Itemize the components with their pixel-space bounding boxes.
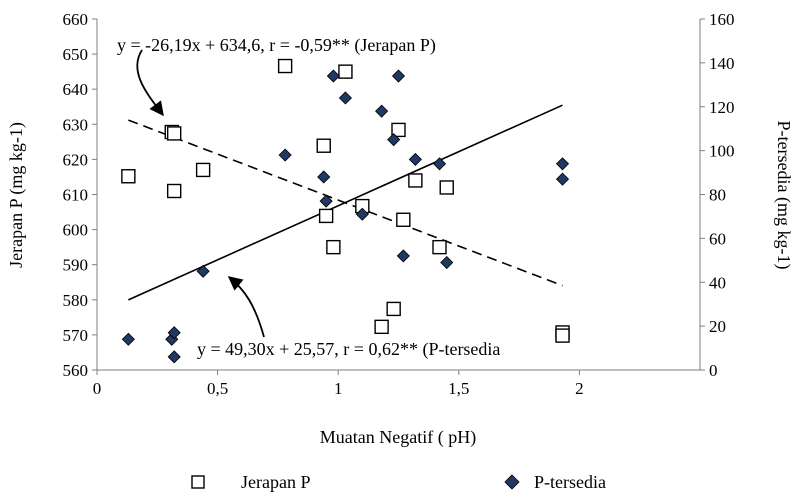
jerapan-point [374,319,389,335]
jerapan-point [166,183,182,199]
jerapan-point [326,239,341,255]
ptersedia-point [387,133,401,147]
ptersedia-point [555,172,570,186]
jerapan-point [121,169,136,184]
x-tick-label: 2 [575,379,584,398]
y-right-tick-label: 60 [709,229,726,248]
jerapan-point [391,122,406,138]
x-tick-label: 0 [93,379,102,398]
jerapan-point [338,64,353,79]
legend-label-jerapan: Jerapan P [241,472,310,492]
ptersedia-point [278,148,292,162]
y-left-tick-label: 580 [63,291,89,310]
y-right-tick-label: 40 [709,273,726,292]
x-tick-label: 1,5 [448,379,469,398]
y-right-tick-label: 160 [709,10,735,29]
y-right-tick-label: 120 [709,98,735,117]
ptersedia-point [338,91,353,105]
y-left-tick-label: 600 [63,221,89,240]
y-right-tick-label: 80 [709,186,726,205]
ptersedia-point [408,152,422,166]
legend-swatch-ptersedia [504,474,520,490]
y-right-tick-label: 20 [709,317,726,336]
ptersedia-point [375,104,389,118]
callout-arrow-jerapan [136,49,164,117]
y-right-tick-label: 0 [709,361,718,380]
y-left-tick-label: 560 [63,361,89,380]
jerapan-point [432,239,447,255]
trendline-label-ptersedia: y = 49,30x + 25,57, r = 0,62** (P-tersed… [197,339,500,360]
jerapan-point [386,301,401,317]
jerapan-point [439,180,454,195]
y-left-axis-title: Jerapan P (mg kg-1) [6,122,27,268]
x-tick-label: 0,5 [207,379,228,398]
ptersedia-point [396,249,410,263]
y-left-tick-label: 570 [63,326,89,345]
ptersedia-point [440,255,454,270]
ptersedia-point [432,157,447,171]
jerapan-point [195,162,211,178]
jerapan-point [166,126,182,141]
y-right-tick-label: 100 [709,142,735,161]
x-tick-label: 1 [334,379,343,398]
legend-swatch-jerapan [191,475,205,489]
jerapan-point [555,328,570,343]
ptersedia-point [317,170,331,184]
y-left-tick-label: 610 [63,186,89,205]
ptersedia-point [326,69,340,83]
y-left-tick-label: 630 [63,115,89,134]
y-left-tick-label: 650 [63,45,89,64]
y-right-axis-title: P-tersedia (mg kg-1) [773,121,792,270]
y-right-tick-label: 140 [709,54,735,73]
ptersedia-point [319,194,333,208]
trendline-ptersedia [128,104,563,301]
jerapan-point [396,212,411,227]
ptersedia-point [196,264,210,278]
ptersedia-point [167,350,181,364]
jerapan-point [316,138,331,153]
jerapan-point [277,58,293,74]
jerapan-point [318,208,334,224]
y-left-tick-label: 620 [63,150,89,169]
x-axis-title: Muatan Negatif ( pH) [320,427,476,448]
ptersedia-point [121,332,135,346]
y-left-tick-label: 590 [63,256,89,275]
ptersedia-point [355,207,369,221]
jerapan-point [408,173,423,188]
legend: Jerapan P P-tersedia [191,472,606,492]
callout-arrow-ptersedia [227,276,265,338]
y-left-tick-label: 640 [63,80,89,99]
ptersedia-point [555,157,570,171]
legend-label-ptersedia: P-tersedia [534,472,606,492]
ptersedia-point [391,69,406,83]
ptersedia-point [167,326,181,340]
trendline-label-jerapan: y = -26,19x + 634,6, r = -0,59** (Jerapa… [117,35,436,56]
y-left-tick-label: 660 [63,10,89,29]
